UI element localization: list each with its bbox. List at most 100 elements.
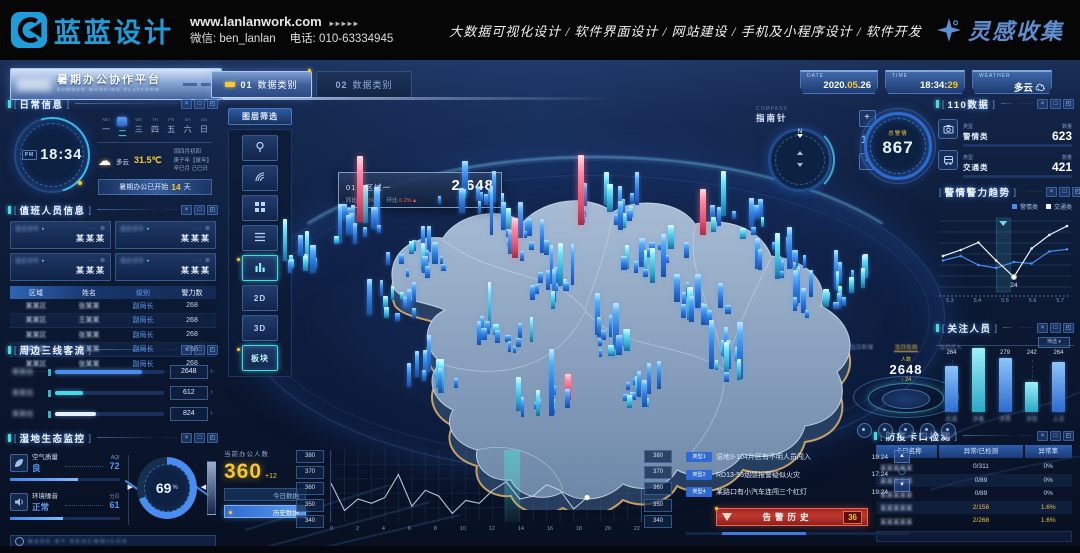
- weekday-cell[interactable]: MO 一: [98, 117, 114, 139]
- duty-leader-card[interactable]: 值班领导 ▸ ··· ⊗ 某某某: [115, 221, 216, 249]
- gauge-right-arrow-icon[interactable]: ◀: [200, 484, 207, 491]
- alerts-scrollbar[interactable]: [686, 532, 910, 535]
- table-cell: 张某某: [78, 360, 100, 368]
- checkpoint-row[interactable]: 某某某某某 2/156 1.6%: [876, 500, 1072, 514]
- more-icon[interactable]: ··· ⊗: [88, 226, 106, 232]
- count-value: 421: [1051, 160, 1072, 174]
- panel-close-icon[interactable]: ×: [181, 98, 192, 109]
- tab2-label: 数据类别: [352, 80, 393, 90]
- checkpoint-row[interactable]: 某某某某某 2/268 1.6%: [876, 514, 1072, 528]
- panel-expand-icon[interactable]: ◰: [207, 204, 218, 215]
- panel-window-icon[interactable]: □: [1059, 186, 1071, 197]
- layer-button-grid[interactable]: [242, 195, 278, 221]
- layer-button-pin[interactable]: [242, 135, 278, 161]
- type-value: 警情类: [963, 132, 989, 141]
- hud-icon[interactable]: [898, 423, 914, 438]
- panel-window-icon[interactable]: □: [1050, 430, 1061, 441]
- panel-close-icon[interactable]: ×: [1037, 98, 1048, 109]
- weekday-cell[interactable]: FR 五: [163, 117, 179, 139]
- panel-expand-icon[interactable]: ◰: [1063, 98, 1074, 109]
- table-row[interactable]: 某某区 张某某 副局长 268: [10, 328, 216, 343]
- alert-item[interactable]: 类型2 RD13-53烟感报警疑似火灾 17:24: [686, 468, 910, 482]
- panel-expand-icon[interactable]: ◰: [207, 344, 218, 355]
- tab-data-category-1[interactable]: 01 数据类别: [211, 71, 312, 98]
- layer-button-bars[interactable]: [237, 255, 278, 281]
- hud-icon[interactable]: [856, 423, 872, 438]
- panel-window-icon[interactable]: □: [194, 204, 205, 215]
- bar-label: 涉黑: [998, 417, 1011, 423]
- alert-item[interactable]: 类型4 某路口有小汽车连闯三个红灯 19:24: [686, 485, 910, 499]
- tab-data-category-2[interactable]: 02 数据类别: [316, 71, 412, 98]
- panel-close-icon[interactable]: ×: [181, 344, 192, 355]
- panel-window-icon[interactable]: □: [194, 432, 205, 443]
- hud-icon[interactable]: [919, 423, 935, 438]
- duty-leader-card[interactable]: 值班领导 ▸ ··· ⊗ 某某某: [10, 253, 111, 281]
- scroll-up-button[interactable]: ▲: [894, 450, 910, 463]
- panel-window-icon[interactable]: □: [1050, 98, 1061, 109]
- panel-expand-icon[interactable]: ◰: [207, 432, 218, 443]
- more-icon[interactable]: ··· ⊗: [88, 258, 106, 264]
- panel-close-icon[interactable]: ×: [1046, 186, 1058, 197]
- metric-bar: [10, 517, 120, 520]
- y-tick-box: 340: [644, 514, 672, 528]
- hud-tab[interactable]: 当日在岗: [894, 342, 918, 352]
- panel-expand-icon[interactable]: ◰: [1072, 186, 1080, 197]
- checkpoint-name: 某某某某某: [880, 505, 913, 513]
- gauge-left-arrow-icon[interactable]: ▶: [127, 484, 133, 491]
- hud-tab[interactable]: 当日新增: [850, 345, 874, 351]
- panel-close-icon[interactable]: ×: [1037, 430, 1048, 441]
- panel-expand-icon[interactable]: ◰: [1063, 322, 1074, 333]
- alert-item[interactable]: 类型1 湿地3-104片区有不明人员闯入 19:24: [686, 450, 910, 464]
- panel-expand-icon[interactable]: ◰: [207, 98, 218, 109]
- legend-item[interactable]: 警情类: [1011, 202, 1038, 211]
- more-icon[interactable]: ··· ⊗: [193, 226, 211, 232]
- panel-close-icon[interactable]: ×: [1037, 322, 1048, 333]
- table-header-row: 区域 姓名 级别 警力数: [10, 286, 216, 299]
- layer-button-2D[interactable]: 2D: [242, 285, 278, 311]
- layer-button-3D[interactable]: 3D: [242, 315, 278, 341]
- table-row[interactable]: 某某区 张某某 副局长 268: [10, 299, 216, 314]
- website-link[interactable]: www.lanlanwork.com: [190, 13, 322, 29]
- table-row[interactable]: 某某区 王某某 副局长 268: [10, 342, 216, 357]
- more-icon[interactable]: ··· ⊗: [193, 258, 211, 264]
- compass-dial[interactable]: N: [768, 125, 835, 195]
- metric-unit: 分贝: [109, 494, 120, 500]
- y-tick-box: 370: [644, 466, 672, 480]
- table-row[interactable]: 某某区 王某某 副局长 268: [10, 313, 216, 328]
- table-cell: 268: [186, 360, 198, 368]
- weekday-cell[interactable]: 二: [114, 117, 130, 139]
- scroll-down-button[interactable]: ▼: [894, 479, 910, 492]
- panel-close-icon[interactable]: ×: [181, 204, 192, 215]
- y-tick-box: 370: [296, 466, 324, 480]
- weekday-cell[interactable]: SU 日: [196, 117, 212, 139]
- checkpoint-row[interactable]: 某某某某某 0/311 0%: [876, 460, 1072, 474]
- layer-button-signal[interactable]: [242, 165, 278, 191]
- hud-tab[interactable]: 当日迁入: [938, 345, 962, 351]
- panel-window-icon[interactable]: □: [1050, 322, 1061, 333]
- checkpoint-row[interactable]: 某某某某某 0/89 0%: [876, 487, 1072, 501]
- legend-item[interactable]: 交通类: [1045, 202, 1072, 211]
- office-label: 当前办公人数: [224, 451, 269, 458]
- panel-window-icon[interactable]: □: [194, 98, 205, 109]
- layer-button-list[interactable]: [242, 225, 278, 251]
- weekday-cell[interactable]: WE 三: [131, 117, 147, 139]
- focus-filter-dropdown[interactable]: 筛选 ▾: [1038, 337, 1070, 348]
- today-data-button[interactable]: 今日数据: [224, 488, 306, 501]
- scrollbar-thumb[interactable]: [722, 532, 806, 535]
- alert-history-button[interactable]: 告警历史 36: [715, 507, 868, 526]
- duty-leader-card[interactable]: 值班领导 ▸ ··· ⊗ 某某某: [10, 221, 111, 249]
- weekday-cell[interactable]: SA 六: [179, 117, 195, 139]
- chevron-up-icon: [797, 151, 803, 155]
- weekday-en: TH: [151, 117, 158, 122]
- weekday-cell[interactable]: TH 四: [147, 117, 163, 139]
- duty-leader-card[interactable]: 值班领导 ▸ ··· ⊗ 某某某: [115, 253, 216, 281]
- panel-window-icon[interactable]: □: [194, 344, 205, 355]
- panel-expand-icon[interactable]: ◰: [1063, 430, 1074, 441]
- layer-button-板块[interactable]: 板块: [237, 345, 278, 371]
- hud-icon[interactable]: [940, 423, 956, 438]
- inspiration-collect[interactable]: 灵感收集: [936, 14, 1064, 46]
- history-data-button[interactable]: 历史数据: [224, 505, 306, 518]
- hud-icon[interactable]: [877, 423, 893, 438]
- panel-close-icon[interactable]: ×: [181, 432, 192, 443]
- rate-value: 1.6%: [1040, 503, 1056, 511]
